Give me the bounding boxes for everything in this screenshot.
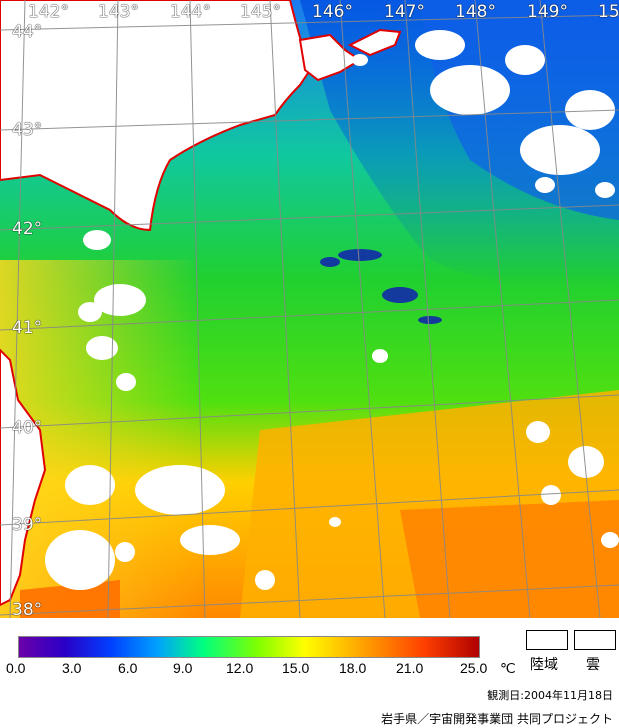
longitude-label-142: 142° [28,2,69,22]
tick-label: 0.0 [6,660,26,676]
legend: 0.0 3.0 6.0 9.0 12.0 15.0 18.0 21.0 25.0… [0,618,619,728]
cloud-patch [565,90,615,130]
longitude-label-145: 145° [240,2,281,22]
cloud-patch [541,485,561,505]
sea-surface-temperature-map [0,0,619,618]
cloud-patch [526,421,550,443]
cloud-swatch [574,630,616,650]
kuril-island-land [347,28,402,57]
latitude-label-40: 40° [12,418,43,438]
cloud-patch [595,182,615,198]
tick-label: 9.0 [173,660,193,676]
tick-label: 15.0 [282,660,310,676]
latitude-label-41: 41° [12,318,43,338]
latitude-label-43: 43° [12,120,43,140]
longitude-label-144: 144° [170,2,211,22]
tick-label: 12.0 [226,660,254,676]
cloud-patch [116,373,136,391]
cold-eddy [382,287,418,303]
tick-label: 6.0 [118,660,138,676]
cloud-patch [115,542,135,562]
cold-eddy [418,316,442,324]
longitude-label-146: 146° [312,2,353,22]
latitude-label-38: 38° [12,600,43,617]
cloud-patch [352,54,368,66]
longitude-label-149: 149° [527,2,568,22]
latitude-label-42: 42° [12,219,43,239]
longitude-label-143: 143° [98,2,139,22]
cloud-patch [65,465,115,505]
land-label: 陸域 [530,657,558,673]
cloud-patch [45,530,115,590]
cloud-patch [86,336,118,360]
cold-eddies [320,249,442,324]
cloud-patch [78,302,102,322]
longitude-label-148: 148° [455,2,496,22]
cloud-patch [180,525,240,555]
cold-eddy [320,257,340,267]
cloud-patch [415,30,465,60]
tick-label: 21.0 [396,660,424,676]
cloud-patch [255,570,275,590]
unit-label: ℃ [500,660,516,676]
latitude-label-44: 44° [12,22,43,42]
cloud-patch [568,446,604,478]
cloud-patch [535,177,555,193]
tick-label: 25.0 [460,660,488,676]
tick-label: 18.0 [339,660,367,676]
cloud-label: 雲 [586,657,600,673]
cloud-patch [372,349,388,363]
temperature-colorbar [18,636,480,658]
cloud-patch [83,230,111,250]
cold-eddy [338,249,382,261]
warmest-south-region [400,500,619,618]
cloud-patch [135,465,225,515]
cloud-patch [430,65,510,115]
cloud-patch [505,45,545,75]
observation-date: 観測日:2004年11月18日 [487,689,613,702]
southwest-orange [20,580,120,618]
cloud-patch [520,125,600,175]
cloud-patch [601,532,619,548]
latitude-label-39: 39° [12,515,43,535]
longitude-label-150: 15 [598,2,619,22]
land-swatch [526,630,568,650]
cloud-patch [94,284,146,316]
cloud-patch [329,517,341,527]
graticule [0,0,619,618]
tick-label: 3.0 [62,660,82,676]
longitude-label-147: 147° [384,2,425,22]
credit-text: 岩手県／宇宙開発事業団 共同プロジェクト [381,712,613,726]
